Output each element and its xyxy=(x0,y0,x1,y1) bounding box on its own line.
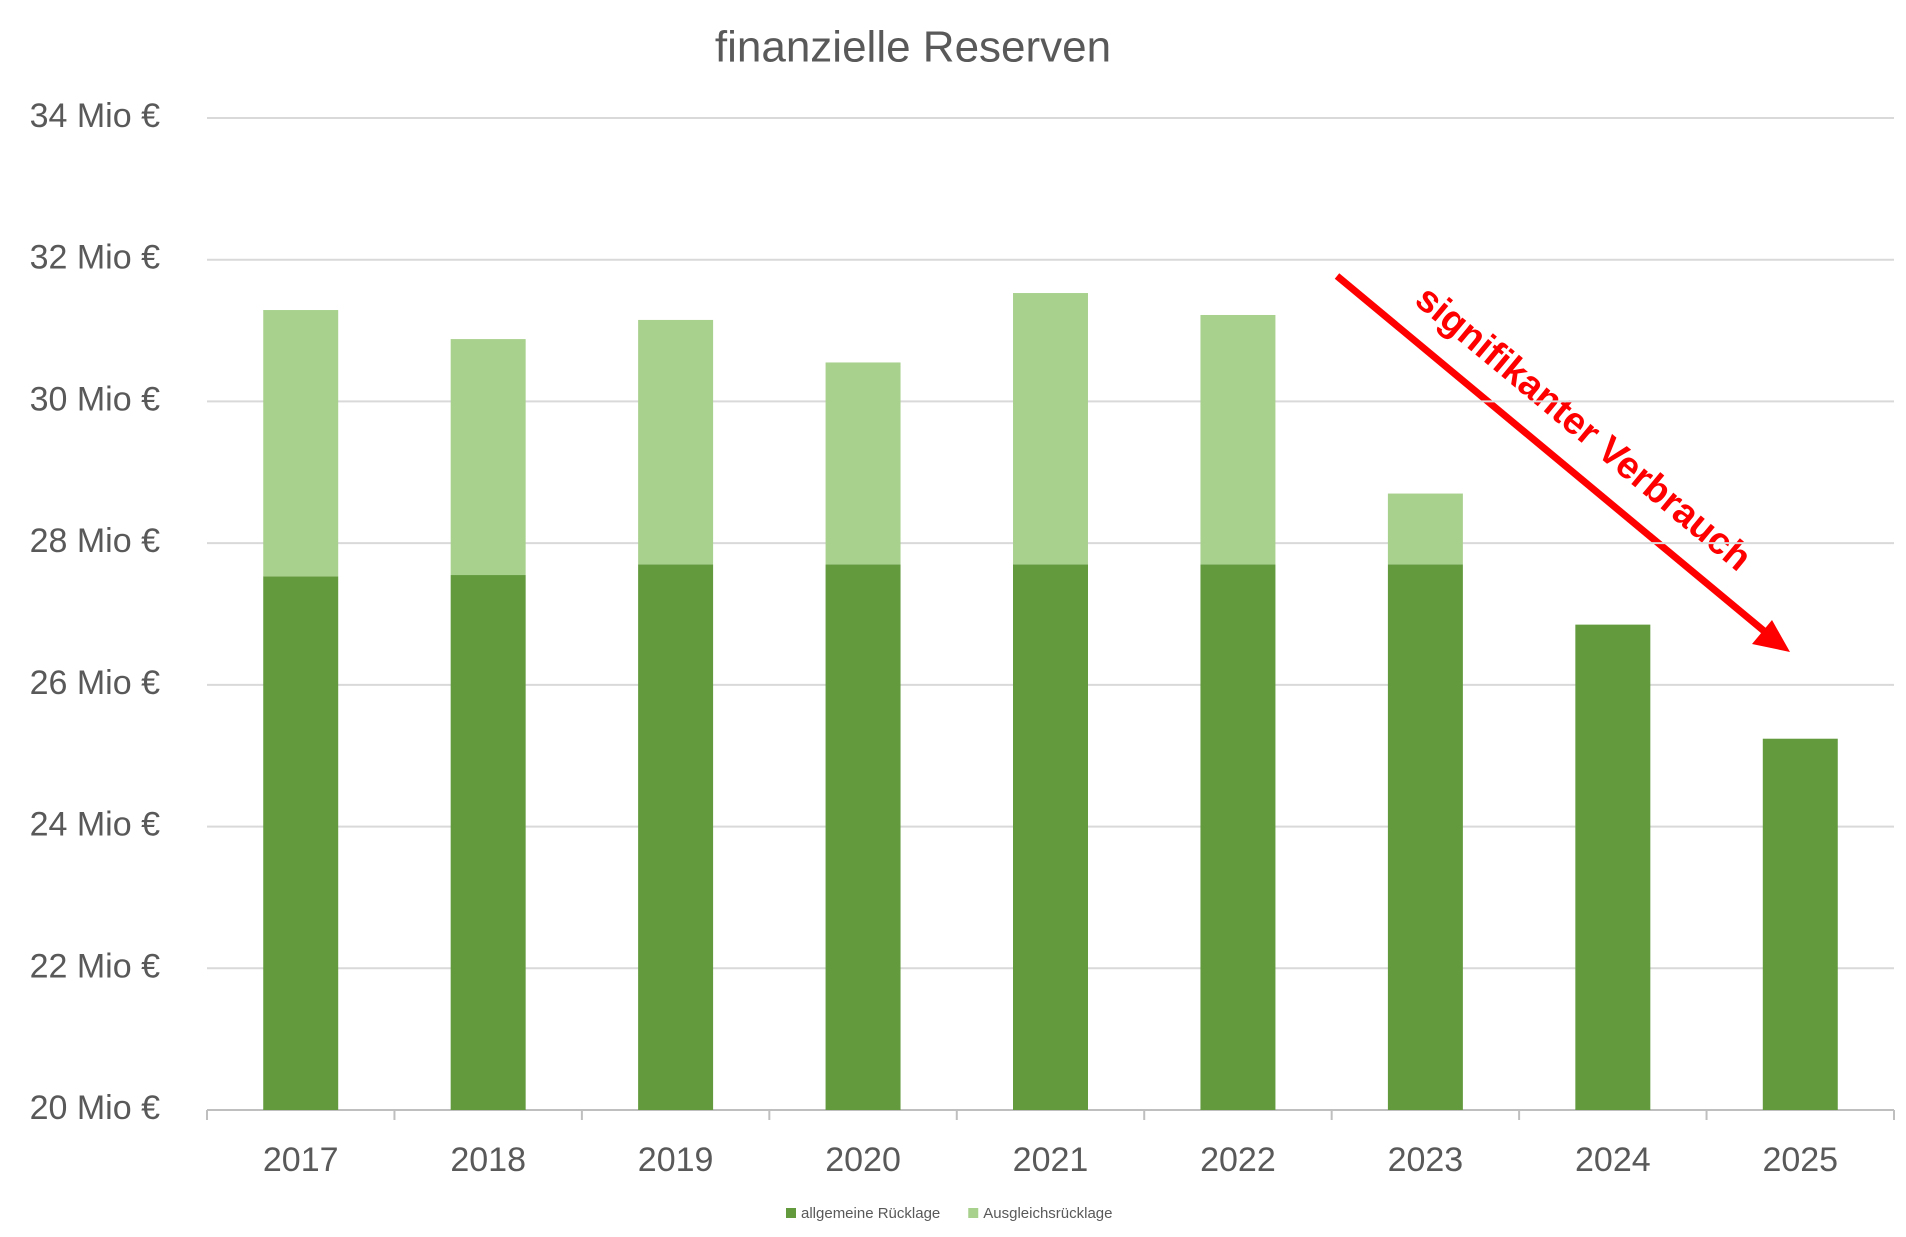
bar-segment xyxy=(825,564,901,1110)
x-tick-label: 2017 xyxy=(263,1141,339,1179)
bar-segment xyxy=(1013,293,1088,565)
bar-segment xyxy=(1762,738,1838,1110)
arrow-shaft xyxy=(1334,273,1773,639)
y-tick-label: 34 Mio € xyxy=(30,97,160,135)
bar-segment xyxy=(450,339,526,576)
y-tick-label: 32 Mio € xyxy=(30,239,160,277)
trend-arrow xyxy=(1334,273,1790,652)
bar-segment xyxy=(263,310,339,577)
bar-segment xyxy=(1575,624,1651,1110)
y-tick-label: 24 Mio € xyxy=(30,806,160,844)
y-tick-label: 22 Mio € xyxy=(30,947,160,985)
y-tick-label: 26 Mio € xyxy=(30,664,160,702)
x-tick-label: 2021 xyxy=(1013,1141,1089,1179)
bar-segment xyxy=(1387,493,1463,565)
legend-swatch xyxy=(968,1208,979,1218)
legend-swatch xyxy=(786,1208,796,1218)
bar-segment xyxy=(1200,564,1276,1110)
x-tick-label: 2024 xyxy=(1575,1141,1651,1179)
chart-title: finanzielle Reserven xyxy=(715,23,1111,72)
bar-segment xyxy=(1387,564,1463,1110)
x-tick-label: 2025 xyxy=(1762,1141,1838,1179)
y-tick-label: 28 Mio € xyxy=(30,522,160,560)
x-tick-label: 2019 xyxy=(638,1141,714,1179)
bar-segment xyxy=(825,362,901,565)
y-tick-label: 20 Mio € xyxy=(30,1089,160,1127)
bar-segment xyxy=(263,576,339,1110)
legend-label: allgemeine Rücklage xyxy=(801,1205,940,1222)
y-tick-label: 30 Mio € xyxy=(30,380,160,418)
x-tick-label: 2022 xyxy=(1200,1141,1276,1179)
legend-label: Ausgleichsrücklage xyxy=(983,1205,1112,1222)
bar-segment xyxy=(1013,564,1088,1110)
bar-segment xyxy=(1200,314,1276,565)
x-tick-label: 2023 xyxy=(1388,1141,1464,1179)
bar-segment xyxy=(638,564,714,1110)
x-tick-label: 2020 xyxy=(825,1141,901,1179)
arrow-head xyxy=(1752,620,1790,652)
bar-segment xyxy=(450,575,526,1110)
bar-segment xyxy=(638,319,714,565)
x-tick-label: 2018 xyxy=(450,1141,526,1179)
